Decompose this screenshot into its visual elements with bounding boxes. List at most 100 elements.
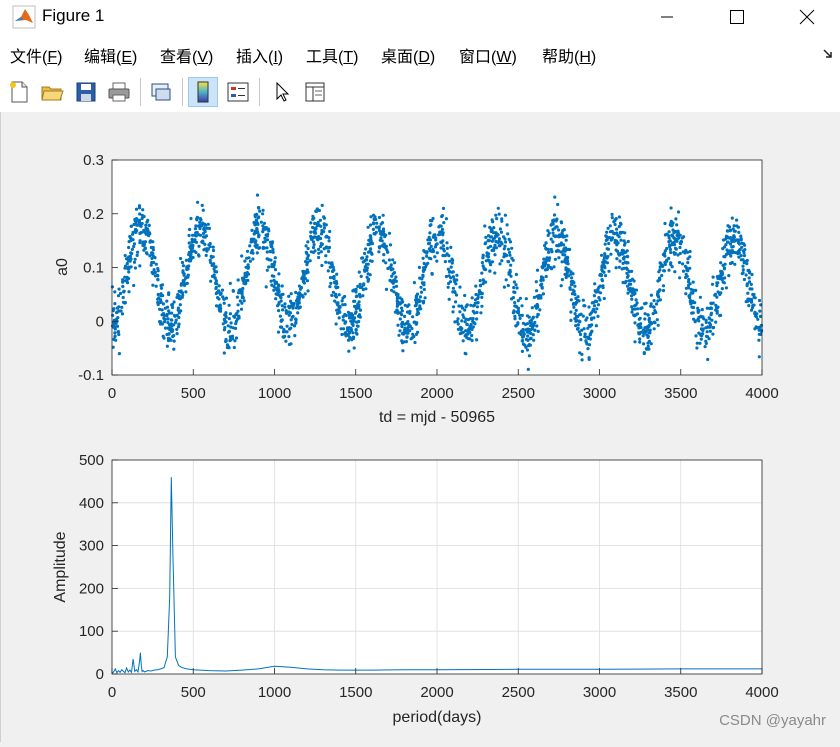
minimize-button[interactable] xyxy=(638,0,696,34)
top-data-point xyxy=(671,221,675,225)
open-file-button[interactable] xyxy=(37,77,67,107)
menu-tools[interactable]: 工具(T) xyxy=(306,49,359,66)
top-data-point xyxy=(422,249,426,253)
top-data-point xyxy=(390,288,394,292)
menu-edit[interactable]: 编辑(E) xyxy=(84,49,138,66)
top-data-point xyxy=(220,288,225,292)
top-data-point xyxy=(250,248,254,253)
top-data-point xyxy=(416,298,420,302)
top-data-point xyxy=(620,252,625,256)
close-button[interactable] xyxy=(778,0,836,34)
colorbar-button[interactable] xyxy=(188,77,218,107)
menu-window[interactable]: 窗口(W) xyxy=(459,49,517,66)
top-data-point xyxy=(674,247,678,251)
top-data-point xyxy=(419,285,423,289)
top-data-point xyxy=(741,268,745,272)
maximize-button[interactable] xyxy=(708,0,766,34)
top-data-point xyxy=(488,235,493,239)
top-data-point xyxy=(596,303,601,307)
menu-view[interactable]: 查看(V) xyxy=(160,49,214,66)
top-data-point xyxy=(681,269,686,273)
top-data-point xyxy=(580,358,584,362)
top-data-point xyxy=(418,299,422,303)
save-button[interactable] xyxy=(71,77,101,107)
top-data-point xyxy=(480,271,484,275)
top-data-point xyxy=(715,295,719,299)
top-data-point xyxy=(646,341,650,345)
top-data-point xyxy=(361,260,365,264)
top-data-point xyxy=(532,295,537,299)
top-axes[interactable]: 0 500 1000 1500 2000 2500 3000 3500 4000-0.100.1… xyxy=(54,152,779,426)
top-data-point xyxy=(172,334,176,338)
top-data-point xyxy=(279,319,283,323)
top-data-point xyxy=(513,314,517,318)
top-data-point xyxy=(559,220,563,224)
top-data-point xyxy=(490,228,494,232)
dock-figure-icon[interactable] xyxy=(822,48,834,60)
print-button[interactable] xyxy=(104,77,134,107)
legend-button[interactable] xyxy=(223,77,253,107)
top-data-point xyxy=(516,321,520,325)
top-data-point xyxy=(750,306,755,310)
top-data-point xyxy=(113,325,117,329)
top-data-point xyxy=(649,293,654,297)
top-data-point xyxy=(217,284,221,288)
top-data-point xyxy=(669,261,673,265)
top-data-point xyxy=(117,287,121,291)
top-data-point xyxy=(132,244,136,249)
top-data-point xyxy=(536,329,540,333)
top-data-point xyxy=(415,307,419,311)
top-data-point xyxy=(192,249,196,253)
top-data-point xyxy=(214,265,218,269)
top-data-point xyxy=(266,257,270,261)
top-data-point xyxy=(169,318,173,322)
top-ytick-label: 0.1 xyxy=(83,260,104,277)
top-data-point xyxy=(740,245,744,249)
menu-desktop[interactable]: 桌面(D) xyxy=(381,49,436,66)
top-data-point xyxy=(576,298,580,302)
top-data-point xyxy=(132,283,136,288)
top-data-point xyxy=(120,312,125,316)
top-data-point xyxy=(712,325,716,330)
top-data-point xyxy=(125,275,129,279)
top-data-point xyxy=(745,282,749,286)
top-data-point xyxy=(759,303,763,307)
new-figure-button[interactable] xyxy=(4,77,34,107)
top-data-point xyxy=(162,313,167,317)
top-data-point xyxy=(240,301,244,305)
top-data-point xyxy=(656,293,660,297)
property-inspector-button[interactable] xyxy=(300,77,330,107)
top-data-point xyxy=(607,235,612,240)
top-data-point xyxy=(569,270,573,274)
menu-help[interactable]: 帮助(H) xyxy=(542,49,597,66)
top-data-point xyxy=(370,252,374,256)
top-data-point xyxy=(693,301,697,305)
edit-plot-button[interactable] xyxy=(267,77,297,107)
top-data-point xyxy=(504,278,508,282)
top-data-point xyxy=(374,217,378,221)
top-data-point xyxy=(289,326,293,330)
bottom-axes[interactable]: 0 500 1000 1500 2000 2500 3000 3500 4000 0 100 200 3… xyxy=(52,452,779,726)
top-data-point xyxy=(194,231,198,235)
top-data-point xyxy=(719,313,723,317)
top-data-point xyxy=(580,328,584,332)
top-data-point xyxy=(668,243,672,247)
top-data-point xyxy=(624,279,628,283)
link-plot-button[interactable] xyxy=(146,77,176,107)
menu-file[interactable]: 文件(F) xyxy=(10,49,63,66)
top-data-point xyxy=(283,302,287,306)
top-data-point xyxy=(317,247,321,251)
top-data-point xyxy=(478,283,483,287)
top-data-point xyxy=(255,226,259,231)
top-data-point xyxy=(421,269,426,273)
top-data-point xyxy=(721,280,725,284)
menu-insert[interactable]: 插入(I) xyxy=(236,49,284,66)
top-data-point xyxy=(619,238,623,242)
top-data-point xyxy=(353,299,357,303)
bottom-xtick-label: 500 xyxy=(181,684,206,701)
top-data-point xyxy=(346,338,351,342)
top-data-point xyxy=(224,337,228,342)
top-data-point xyxy=(757,298,762,303)
top-data-point xyxy=(564,246,568,250)
top-data-point xyxy=(329,281,333,285)
